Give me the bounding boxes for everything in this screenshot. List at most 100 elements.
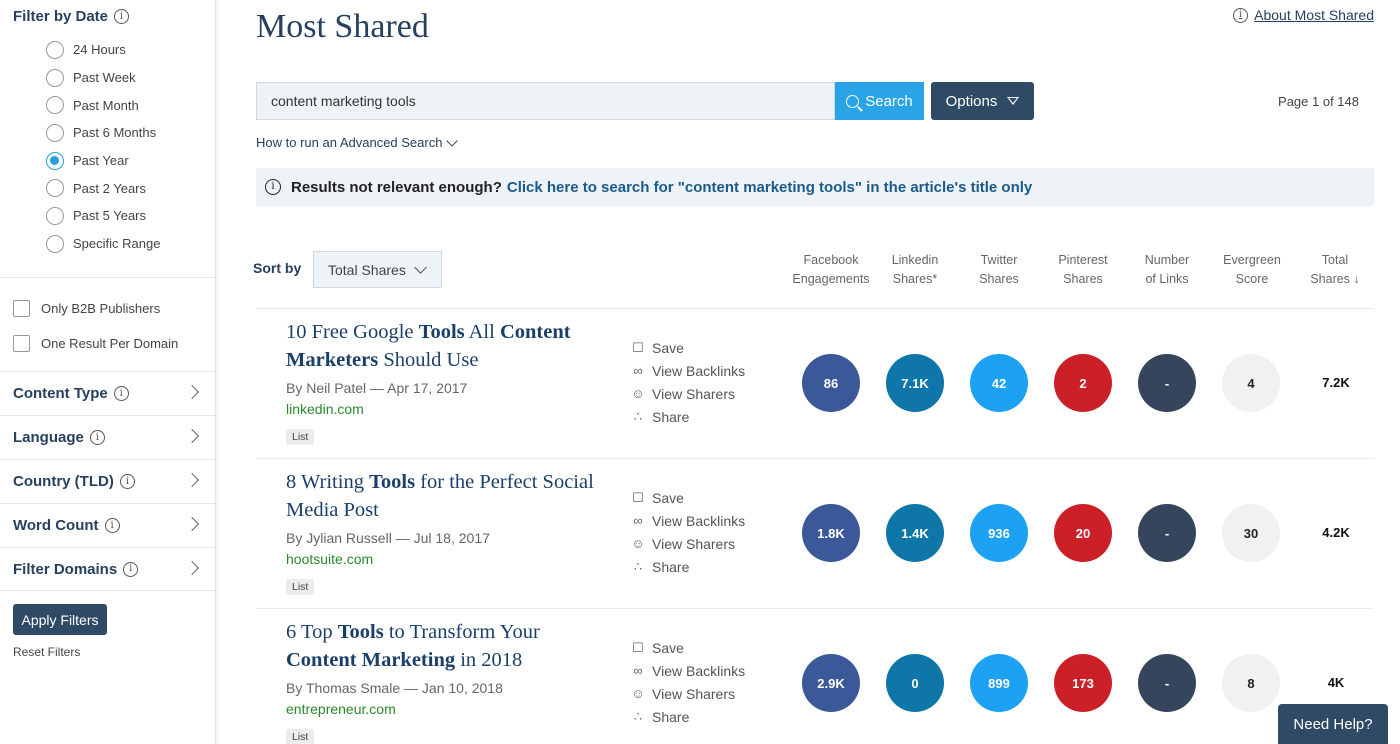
save-action[interactable]: ☐ Save (631, 636, 745, 659)
info-icon[interactable]: i (119, 474, 135, 489)
radio-button[interactable] (46, 96, 64, 115)
need-help-button[interactable]: Need Help? (1278, 704, 1388, 744)
date-option-radio[interactable]: Past 6 Months (46, 119, 160, 147)
info-icon[interactable]: i (113, 386, 129, 401)
save-action[interactable]: ☐ Save (631, 486, 745, 509)
facet-content-type[interactable]: Content Type i (0, 371, 215, 415)
only-b2b-checkbox[interactable]: Only B2B Publishers (13, 300, 160, 317)
title-only-search-link[interactable]: Click here to search for "content market… (506, 178, 1033, 196)
date-option-label: Past Year (73, 153, 129, 169)
column-total-shares[interactable]: Total Shares ↓ (1300, 251, 1370, 289)
title-segment: Tools (418, 321, 465, 343)
column-links[interactable]: Number of Links (1132, 251, 1202, 289)
action-label: Share (652, 558, 690, 575)
total-shares-value: 7.2K (1322, 375, 1350, 390)
action-label: Save (652, 339, 684, 356)
article-author: By Neil Patel (286, 380, 367, 396)
reset-filters-link[interactable]: Reset Filters (13, 645, 81, 659)
column-twitter[interactable]: Twitter Shares (964, 251, 1034, 289)
action-label: View Backlinks (652, 512, 746, 529)
about-most-shared-link[interactable]: i About Most Shared (1233, 7, 1374, 23)
byline-dash: — (400, 680, 422, 696)
view-sharers-action[interactable]: ☺ View Sharers (631, 382, 745, 405)
notice-text: Results not relevant enough? (291, 178, 502, 196)
search-icon (846, 94, 860, 108)
date-option-radio[interactable]: Past Month (46, 91, 160, 119)
total-shares-value: 4K (1327, 675, 1345, 690)
radio-button[interactable] (46, 206, 64, 225)
article-date: Jan 10, 2018 (421, 680, 503, 696)
view-sharers-action[interactable]: ☺ View Sharers (631, 682, 745, 705)
one-per-domain-label: One Result Per Domain (41, 336, 179, 351)
info-icon[interactable]: i (114, 9, 130, 24)
search-button[interactable]: Search (835, 82, 924, 120)
facet-label: Word Count (13, 517, 99, 534)
title-segment: All (464, 321, 500, 343)
facebook-count-bubble: 2.9K (802, 654, 860, 712)
radio-button[interactable] (46, 151, 64, 170)
column-label: Linkedin (891, 253, 939, 267)
title-segment: for the Perfect Social Media Post (286, 471, 594, 521)
share-action[interactable]: ∴ Share (631, 555, 745, 578)
article-domain-link[interactable]: hootsuite.com (286, 551, 374, 567)
radio-button[interactable] (46, 123, 64, 142)
date-option-radio[interactable]: Past 2 Years (46, 174, 160, 202)
article-domain-link[interactable]: entrepreneur.com (286, 701, 396, 717)
radio-button[interactable] (46, 179, 64, 198)
title-segment: 6 Top (286, 621, 338, 643)
facet-word-count[interactable]: Word Count i (0, 503, 215, 547)
date-option-radio[interactable]: 24 Hours (46, 36, 160, 64)
info-icon[interactable]: i (104, 518, 120, 533)
view-backlinks-action[interactable]: ∞ View Backlinks (631, 359, 745, 382)
checkbox-box[interactable] (13, 300, 30, 317)
search-input[interactable] (257, 83, 834, 119)
action-label: View Backlinks (652, 362, 746, 379)
user-icon: ☺ (631, 536, 645, 551)
view-backlinks-action[interactable]: ∞ View Backlinks (631, 659, 745, 682)
facet-label: Filter Domains (13, 560, 118, 578)
radio-button[interactable] (46, 68, 64, 87)
checkbox-box[interactable] (13, 335, 30, 352)
facet-filter-domains[interactable]: Filter Domains i (0, 547, 215, 591)
date-option-radio[interactable]: Past Week (46, 64, 160, 92)
date-option-radio[interactable]: Specific Range (46, 230, 160, 258)
column-evergreen[interactable]: Evergreen Score (1212, 251, 1292, 289)
sort-select[interactable]: Total Shares (313, 251, 442, 288)
chevron-down-icon (413, 260, 427, 274)
facet-language[interactable]: Language i (0, 415, 215, 459)
column-pinterest[interactable]: Pinterest Shares (1048, 251, 1118, 289)
column-facebook[interactable]: Facebook Engagements (786, 251, 876, 289)
column-label: Shares ↓ (1310, 272, 1360, 286)
view-sharers-action[interactable]: ☺ View Sharers (631, 532, 745, 555)
action-label: View Sharers (652, 385, 736, 402)
apply-filters-button[interactable]: Apply Filters (13, 604, 107, 635)
info-icon[interactable]: i (123, 561, 139, 577)
article-domain-link[interactable]: linkedin.com (286, 401, 364, 417)
content-type-tag: List (286, 429, 315, 445)
pinterest-count-bubble: 2 (1054, 354, 1112, 412)
date-option-radio[interactable]: Past Year (46, 147, 160, 175)
article-title-link[interactable]: 6 Top Tools to Transform Your Content Ma… (286, 618, 606, 674)
article-title-link[interactable]: 8 Writing Tools for the Perfect Social M… (286, 468, 606, 524)
facet-country[interactable]: Country (TLD) i (0, 459, 215, 503)
article-actions: ☐ Save ∞ View Backlinks ☺ View Sharers ∴ Share (631, 636, 745, 728)
view-backlinks-action[interactable]: ∞ View Backlinks (631, 509, 745, 532)
title-segment: Content Marketing (286, 649, 456, 671)
info-icon[interactable]: i (89, 430, 105, 445)
facet-label: Country (TLD) (13, 473, 114, 490)
article-title-link[interactable]: 10 Free Google Tools All Content Markete… (286, 318, 606, 374)
save-action[interactable]: ☐ Save (631, 336, 745, 359)
one-per-domain-checkbox[interactable]: One Result Per Domain (13, 335, 178, 352)
options-button[interactable]: Options (931, 82, 1034, 120)
date-option-label: Past 6 Months (73, 125, 157, 141)
advanced-search-link[interactable]: How to run an Advanced Search (256, 134, 459, 150)
date-option-radio[interactable]: Past 5 Years (46, 202, 160, 230)
column-linkedin[interactable]: Linkedin Shares* (880, 251, 950, 289)
share-action[interactable]: ∴ Share (631, 405, 745, 428)
radio-button[interactable] (46, 234, 64, 253)
date-radio-group: 24 Hours Past Week Past Month Past 6 Months… (46, 36, 160, 258)
facebook-count-bubble: 86 (802, 354, 860, 412)
radio-button[interactable] (46, 40, 64, 59)
sort-by-label: Sort by (253, 260, 302, 276)
share-action[interactable]: ∴ Share (631, 705, 745, 728)
